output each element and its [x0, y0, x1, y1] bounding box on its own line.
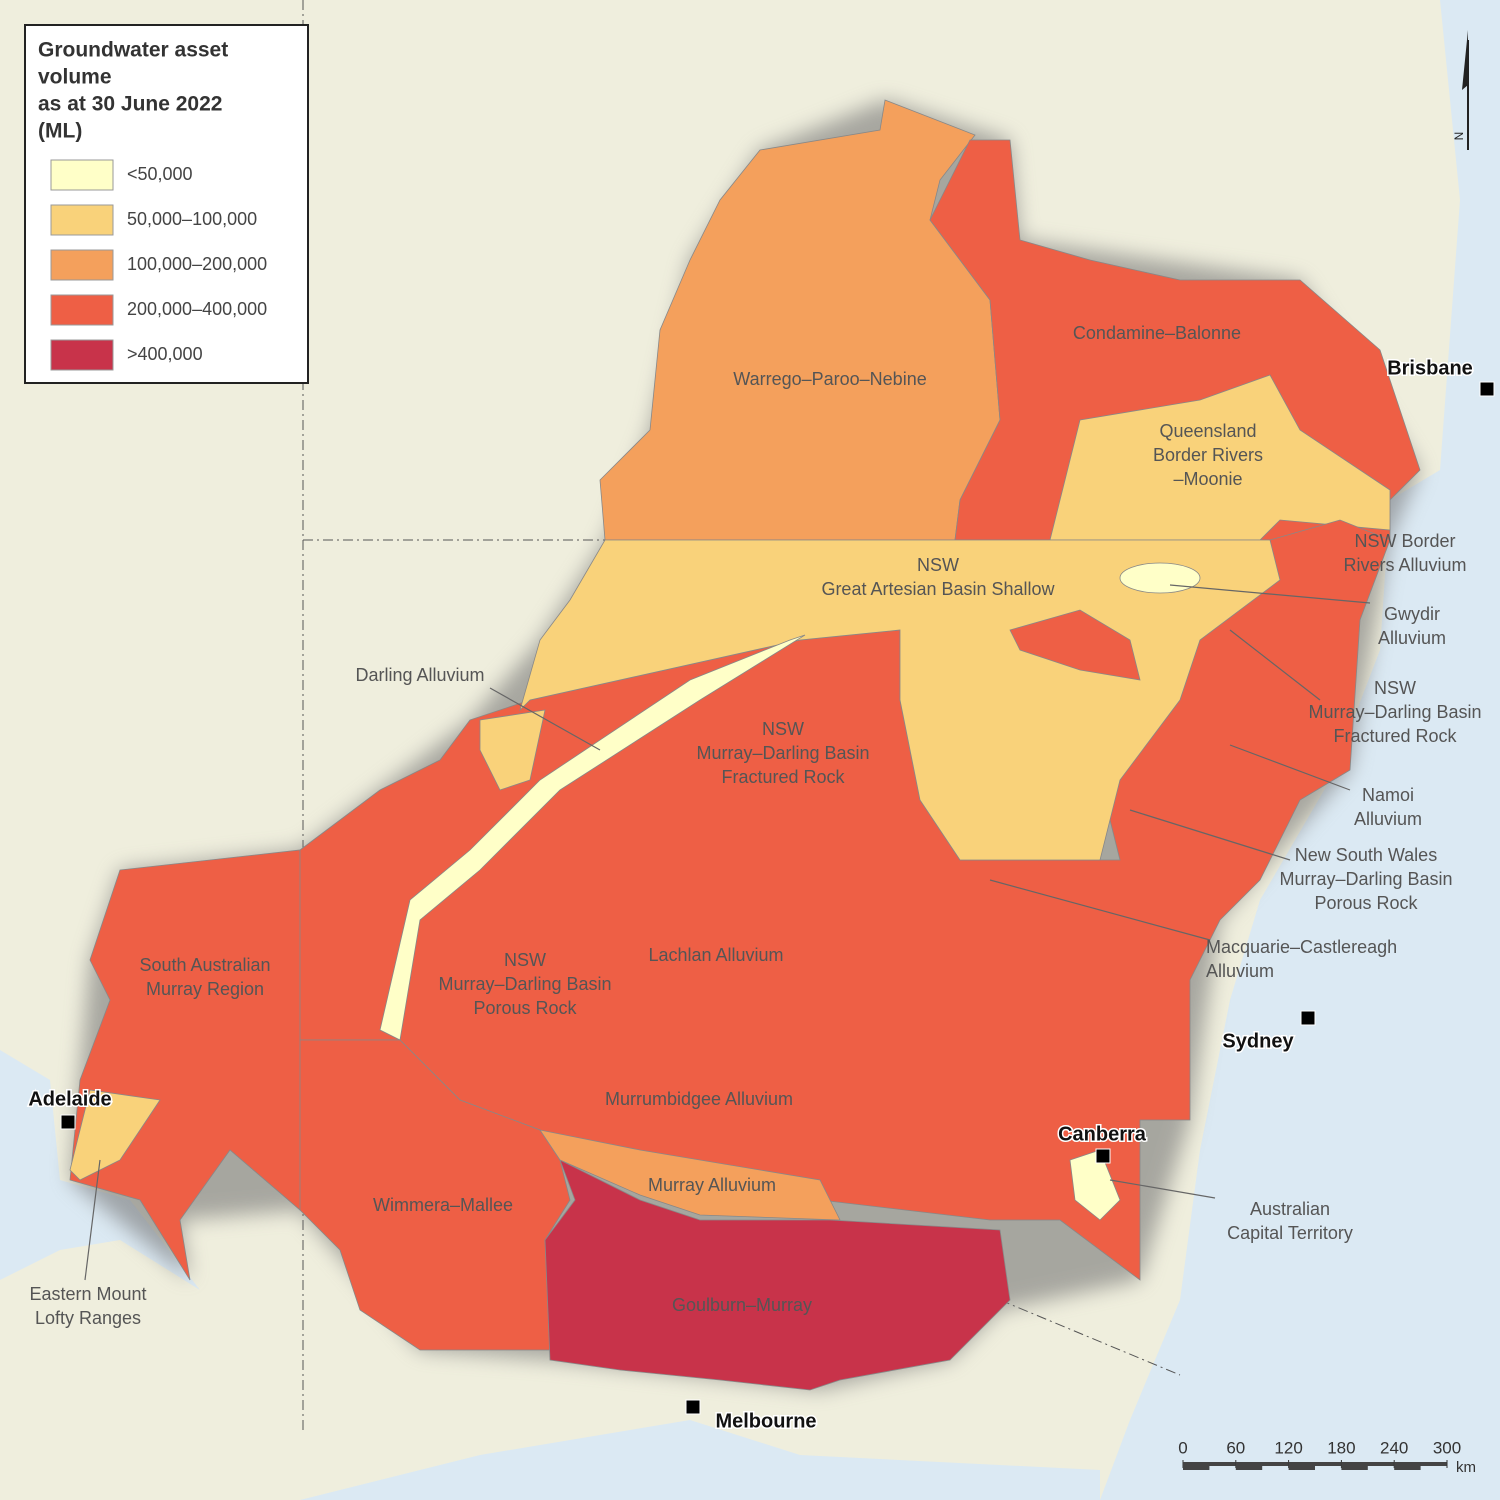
region	[539, 1129, 841, 1221]
region-label: NSW	[762, 719, 804, 739]
region-label: Goulburn–Murray	[672, 1295, 812, 1315]
region-label: Rivers Alluvium	[1343, 555, 1466, 575]
legend-label: >400,000	[127, 344, 203, 364]
region-label: Namoi	[1362, 785, 1414, 805]
city-label: Adelaide	[28, 1088, 111, 1110]
scale-segment	[1183, 1462, 1236, 1466]
north-arrow: N	[1452, 30, 1469, 150]
region-label: Porous Rock	[1314, 893, 1418, 913]
region-label: Australian	[1250, 1199, 1330, 1219]
scale-segment	[1288, 1462, 1342, 1466]
region-label: Alluvium	[1206, 961, 1274, 981]
region-label: Border Rivers	[1153, 445, 1263, 465]
scale-segment	[1341, 1466, 1368, 1470]
region-label: Capital Territory	[1227, 1223, 1353, 1243]
legend-swatch	[50, 249, 114, 281]
city-marker	[60, 1114, 76, 1130]
leader-lines	[84, 584, 1371, 1281]
scale-tick-label: 0	[1178, 1438, 1187, 1457]
region-label: Murrumbidgee Alluvium	[605, 1089, 793, 1109]
region-label: Eastern Mount	[29, 1284, 146, 1304]
region-label: Gwydir	[1384, 604, 1440, 624]
scale-segment	[1183, 1466, 1210, 1470]
city-marker	[685, 1399, 701, 1415]
scale-bar: 0 60 120 180 240 300 km	[1178, 1438, 1476, 1475]
scale-tick-label: 180	[1327, 1438, 1355, 1457]
region-label: Murray–Darling Basin	[438, 974, 611, 994]
legend-label: 50,000–100,000	[127, 209, 257, 229]
region-label: New South Wales	[1295, 845, 1437, 865]
region-label: Macquarie–Castlereagh	[1206, 937, 1397, 957]
city-label: Brisbane	[1387, 357, 1473, 379]
state-border	[999, 1299, 1181, 1376]
city-marker	[1095, 1148, 1111, 1164]
region	[69, 1089, 161, 1181]
region-label: Murray–Darling Basin	[696, 743, 869, 763]
region-label: Fractured Rock	[721, 767, 845, 787]
legend: Groundwater asset volume as at 30 June 202…	[24, 24, 309, 384]
scale-segment	[1341, 1462, 1395, 1466]
city-label: Sydney	[1222, 1030, 1294, 1052]
city-marker	[1479, 381, 1495, 397]
region-label: Murray Alluvium	[648, 1175, 776, 1195]
region-label: Great Artesian Basin Shallow	[821, 579, 1055, 599]
region-label: –Moonie	[1173, 469, 1242, 489]
scale-segment	[1235, 1462, 1289, 1466]
region-label: Queensland	[1159, 421, 1256, 441]
legend-label: 100,000–200,000	[127, 254, 267, 274]
legend-swatch	[50, 159, 114, 191]
scale-unit: km	[1456, 1459, 1476, 1476]
city-label: Canberra	[1058, 1123, 1147, 1145]
legend-label: 200,000–400,000	[127, 299, 267, 319]
region	[544, 1159, 1011, 1391]
legend-swatch	[50, 294, 114, 326]
city-label: Melbourne	[715, 1410, 816, 1432]
legend-title: Groundwater asset	[38, 39, 228, 62]
legend-title: as at 30 June 2022	[38, 93, 222, 116]
region	[1049, 374, 1391, 541]
legend-swatch	[50, 339, 114, 371]
legend-swatch	[50, 204, 114, 236]
region-label: NSW	[917, 555, 959, 575]
region-label: Darling Alluvium	[355, 665, 484, 685]
scale-tick-label: 300	[1433, 1438, 1461, 1457]
north-label: N	[1452, 132, 1466, 141]
region-label: Murray–Darling Basin	[1308, 702, 1481, 722]
legend-label: <50,000	[127, 164, 193, 184]
region-label: Murray Region	[146, 979, 264, 999]
region-label: Lofty Ranges	[35, 1308, 141, 1328]
region-label: NSW	[1374, 678, 1416, 698]
region-label: Porous Rock	[473, 998, 577, 1018]
region	[379, 634, 806, 1041]
scale-tick-label: 60	[1226, 1438, 1245, 1457]
region-label: NSW Border	[1354, 531, 1455, 551]
region-label: Lachlan Alluvium	[648, 945, 783, 965]
scale-segment	[1394, 1466, 1421, 1470]
region-label: South Australian	[139, 955, 270, 975]
region-label: Warrego–Paroo–Nebine	[733, 369, 926, 389]
scale-tick-label: 240	[1380, 1438, 1408, 1457]
scale-segment	[1288, 1466, 1315, 1470]
region-label: Fractured Rock	[1333, 726, 1457, 746]
region	[1119, 562, 1201, 594]
region	[1069, 1149, 1121, 1221]
region-label: Condamine–Balonne	[1073, 323, 1241, 343]
region-label: Alluvium	[1354, 809, 1422, 829]
region	[479, 709, 546, 791]
scale-segment	[1235, 1466, 1263, 1470]
region	[1009, 609, 1141, 681]
scale-segment	[1394, 1462, 1447, 1466]
region-label: Murray–Darling Basin	[1279, 869, 1452, 889]
legend-title: volume	[38, 66, 112, 89]
legend-title: (ML)	[38, 120, 82, 143]
ocean	[1100, 0, 1500, 1500]
ocean	[300, 1420, 1100, 1500]
scale-tick-label: 120	[1274, 1438, 1302, 1457]
region-label: Alluvium	[1378, 628, 1446, 648]
region-label: NSW	[504, 950, 546, 970]
region-label: Wimmera–Mallee	[373, 1195, 513, 1215]
city-marker	[1300, 1010, 1316, 1026]
